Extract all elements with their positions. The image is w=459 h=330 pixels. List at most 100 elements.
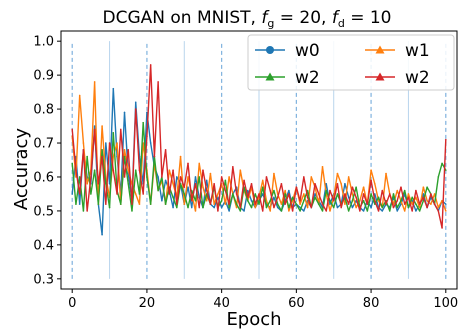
plot-frame	[60, 30, 458, 290]
series-3-point-21	[149, 64, 152, 66]
title-eq2: = 10	[345, 8, 392, 28]
series-3-point-78	[362, 193, 365, 195]
series-0-point-40	[220, 206, 223, 209]
series-3-point-36	[205, 189, 208, 192]
series-1-point-27	[172, 182, 174, 185]
series-3-point-24	[161, 176, 163, 178]
series-0-point-32	[190, 206, 193, 209]
legend-label-3: w2	[405, 68, 430, 88]
series-2-point-53	[269, 199, 272, 202]
series-1-point-58	[288, 210, 290, 212]
series-1-point-26	[168, 169, 171, 171]
series-2-point-2	[78, 176, 81, 178]
series-1-point-14	[123, 149, 126, 151]
series-3-point-57	[284, 203, 286, 205]
series-0-point-0	[71, 193, 74, 195]
series-1-point-77	[359, 199, 361, 202]
series-2-point-42	[228, 206, 230, 209]
series-2-point-48	[250, 206, 253, 209]
series-2-point-45	[239, 210, 242, 212]
series-2-point-58	[288, 206, 290, 209]
series-3-point-39	[217, 210, 219, 212]
legend: w0 w1 w2 w2	[247, 34, 455, 91]
x-tick-label-40: 40	[213, 296, 230, 311]
series-3-point-63	[306, 196, 309, 199]
series-1-point-84	[385, 172, 387, 175]
series-3-point-15	[127, 149, 130, 151]
series-1-point-78	[362, 186, 365, 188]
series-1-point-15	[127, 169, 130, 171]
series-1-point-30	[183, 203, 186, 205]
series-1-point-61	[299, 203, 301, 205]
series-1-point-95	[426, 199, 428, 202]
series-1-point-99	[441, 199, 443, 202]
series-2-point-49	[254, 193, 257, 195]
series-3-point-42	[228, 203, 230, 205]
series-0-point-71	[336, 206, 339, 209]
series-1-point-39	[217, 193, 219, 195]
legend-marker-1	[375, 45, 385, 54]
y-tick-label-6: 0.9	[33, 69, 54, 84]
series-3-point-45	[239, 206, 242, 209]
series-1-point-89	[403, 210, 406, 212]
series-1-point-91	[411, 203, 413, 205]
series-0-point-51	[261, 193, 264, 195]
series-2-point-9	[105, 182, 107, 185]
series-0-point-62	[303, 210, 305, 212]
series-0-point-47	[246, 189, 249, 192]
series-3-point-83	[381, 189, 384, 192]
series-0-point-25	[164, 179, 167, 182]
series-1-point-81	[374, 182, 376, 185]
series-2-point-79	[366, 210, 369, 212]
series-2-point-98	[437, 176, 440, 178]
series-1-point-8	[101, 125, 103, 127]
series-2-point-100	[444, 169, 447, 171]
series-3	[71, 64, 447, 229]
title-eq1: = 20,	[274, 8, 332, 28]
series-1-point-56	[280, 203, 283, 205]
legend-label-1: w1	[405, 41, 430, 61]
series-3-point-35	[202, 169, 204, 171]
series-3-point-41	[224, 189, 227, 192]
series-3-point-20	[146, 135, 148, 138]
series-1-point-31	[187, 176, 189, 178]
series-0-point-21	[149, 142, 152, 144]
series-3-point-0	[71, 128, 74, 131]
series-2-point-30	[183, 193, 186, 195]
series-2-point-87	[396, 206, 399, 209]
series-3-point-64	[310, 206, 313, 209]
series-3-point-88	[400, 186, 402, 188]
series-1-point-98	[437, 206, 440, 209]
series-2-point-3	[82, 210, 85, 212]
series-3-point-56	[280, 182, 283, 185]
y-tick-label-0: 0.3	[33, 272, 54, 287]
series-1-point-51	[261, 179, 264, 182]
series-1-point-34	[198, 162, 201, 165]
series-3-point-74	[347, 203, 350, 205]
series-3-point-94	[422, 196, 425, 199]
series-2-point-90	[407, 206, 410, 209]
series-2-point-59	[291, 196, 294, 199]
series-2-point-99	[441, 162, 443, 165]
series-2-point-28	[176, 206, 178, 209]
series-0-point-28	[176, 176, 178, 178]
series-0-point-23	[157, 176, 159, 178]
legend-marker-2	[265, 72, 275, 81]
series-3-point-84	[385, 203, 387, 205]
series-3-point-85	[388, 193, 391, 195]
x-tick-label-60: 60	[288, 296, 305, 311]
series-2-point-80	[370, 193, 372, 195]
series-2-point-14	[123, 155, 126, 158]
series-0-point-80	[370, 206, 372, 209]
series-3-point-1	[75, 169, 77, 171]
series-3-point-62	[303, 176, 305, 178]
series-2-point-47	[246, 199, 249, 202]
series-3-point-90	[407, 196, 410, 199]
series-2-point-35	[202, 206, 204, 209]
series-2-point-54	[273, 189, 275, 192]
series-0-point-11	[112, 87, 115, 90]
series-3-point-3	[82, 149, 85, 151]
series-1-point-6	[93, 81, 96, 83]
legend-label-2: w2	[295, 68, 320, 88]
series-2-point-34	[198, 176, 201, 178]
